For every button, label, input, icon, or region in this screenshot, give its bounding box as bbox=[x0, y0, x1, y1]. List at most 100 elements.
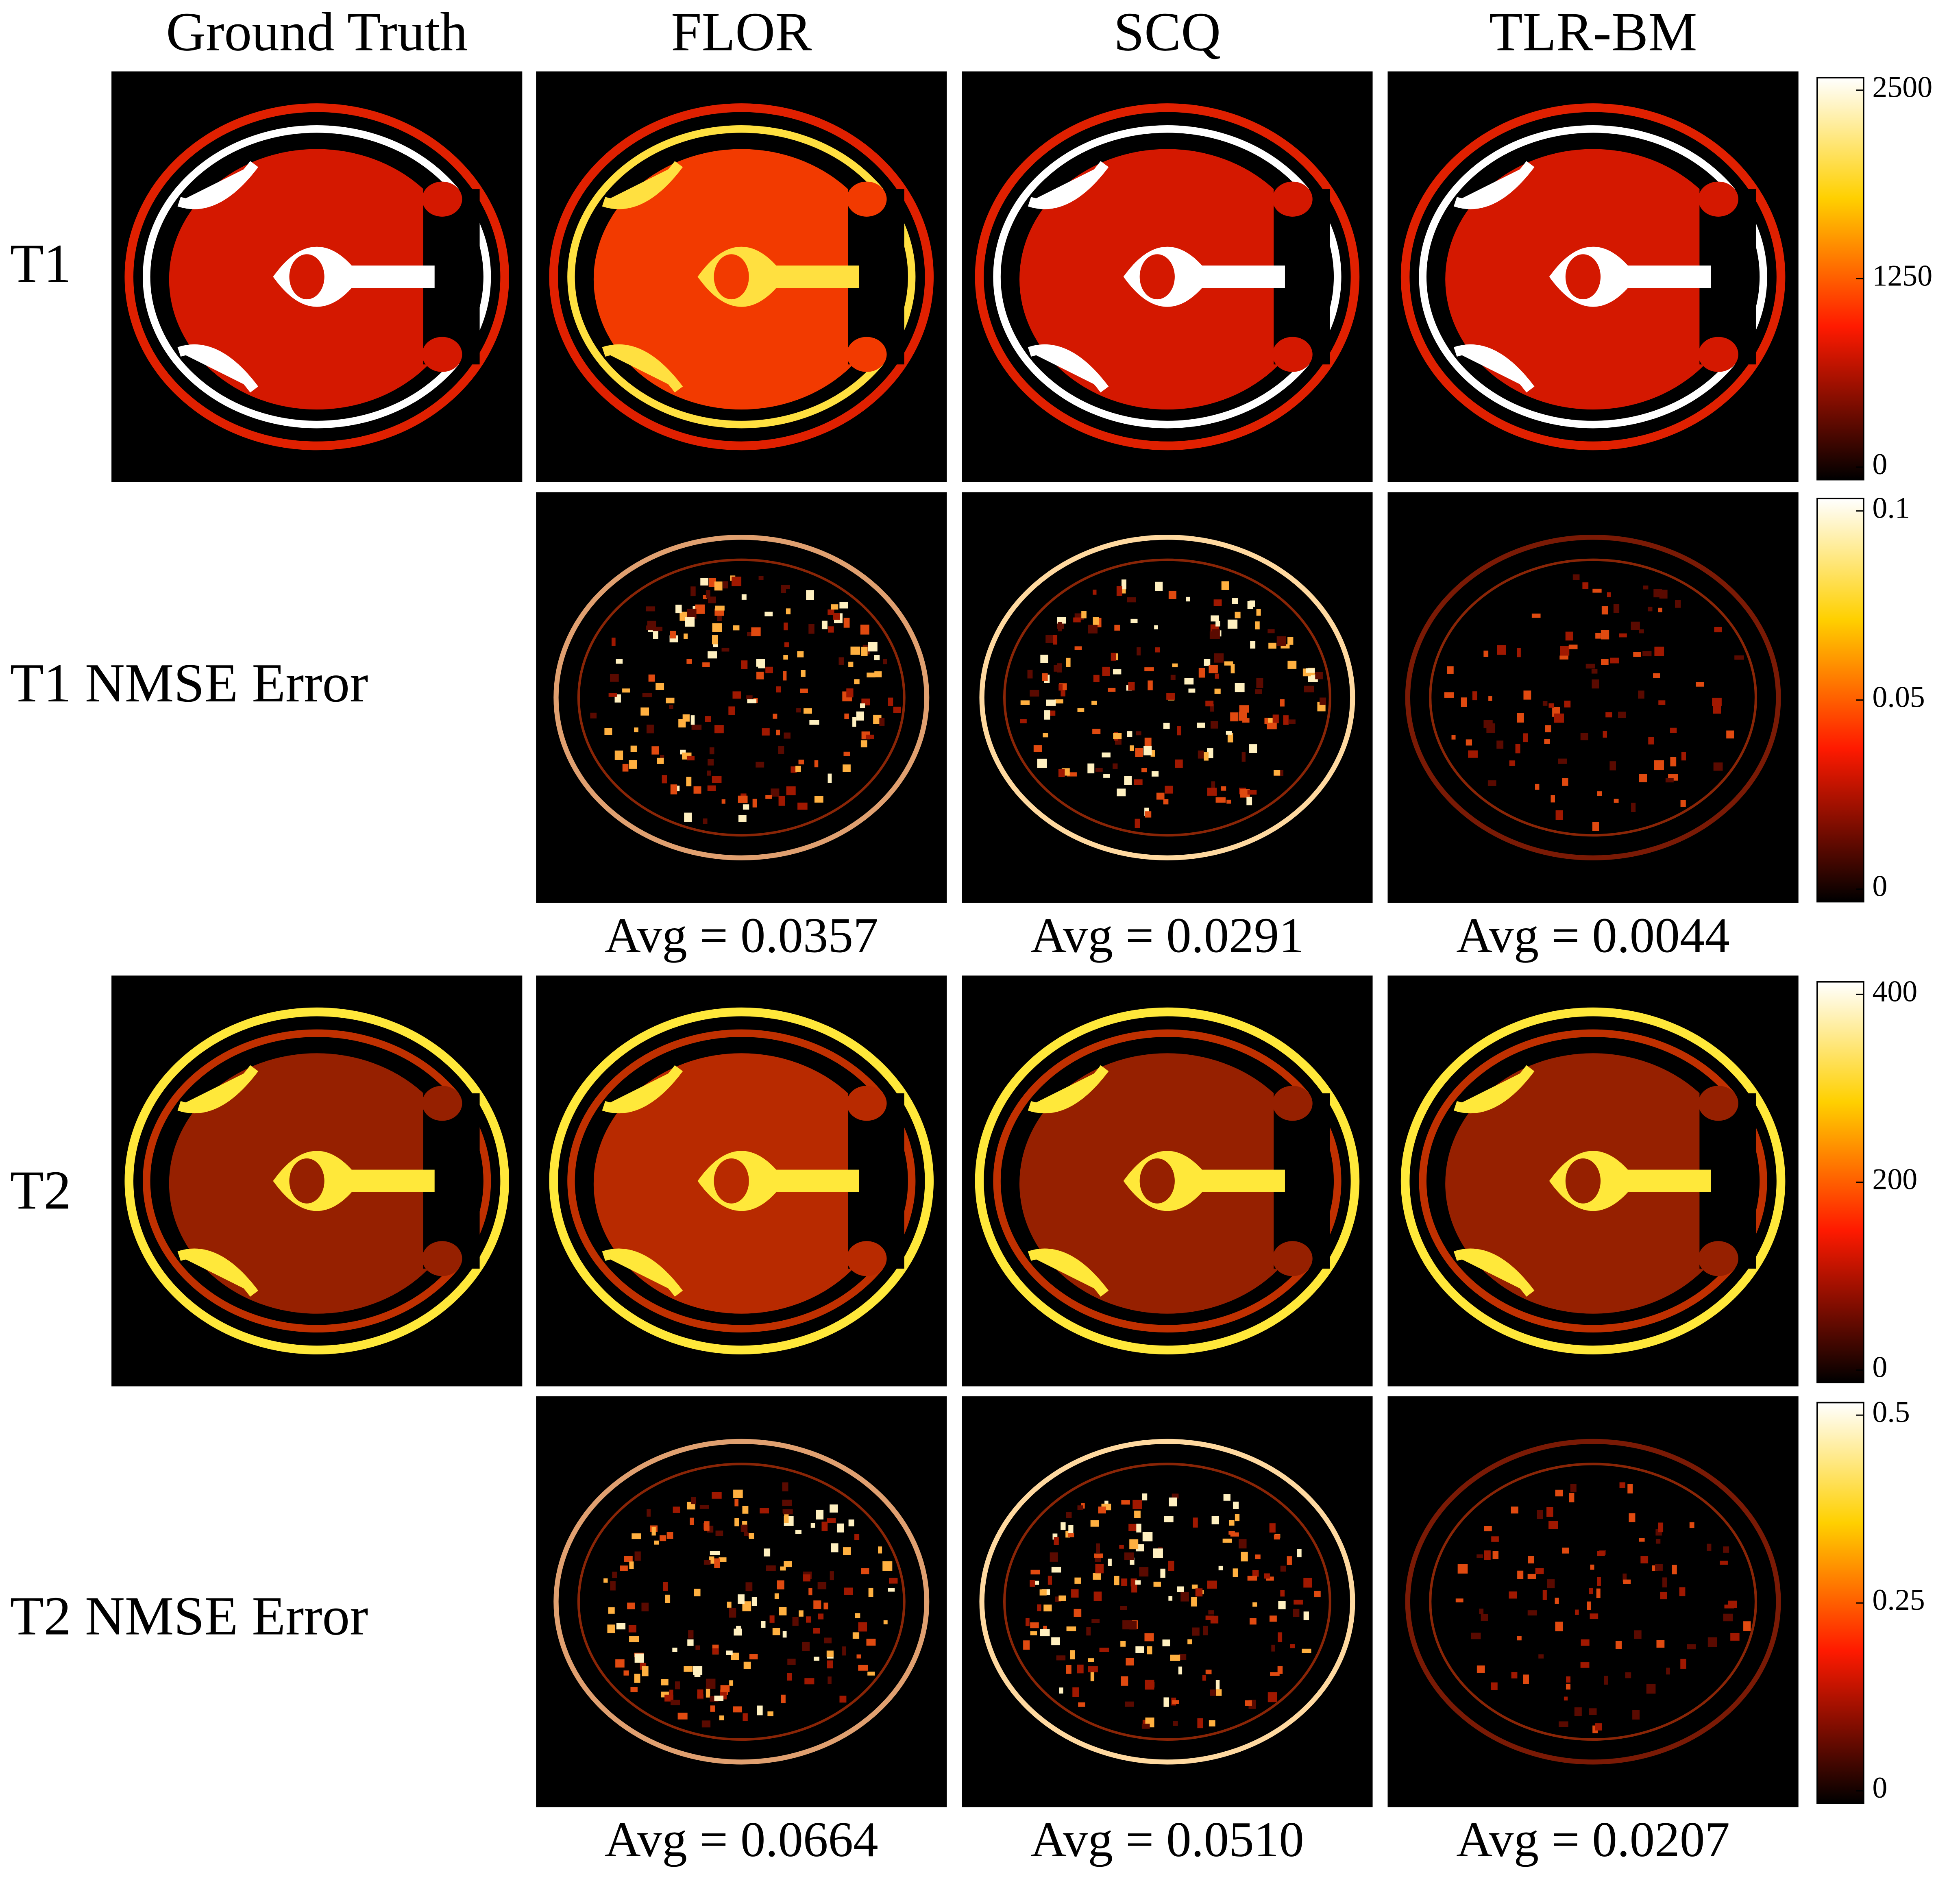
error-speck bbox=[813, 1657, 820, 1661]
eye bbox=[1698, 337, 1738, 372]
error-speck bbox=[738, 815, 747, 822]
error-speck bbox=[684, 634, 688, 639]
error-speck bbox=[784, 623, 788, 631]
error-speck bbox=[860, 703, 865, 708]
error-speck bbox=[830, 1571, 834, 1581]
error-speck bbox=[798, 760, 804, 764]
colorbar-tick-label: 400 bbox=[1872, 974, 1917, 1008]
error-speck bbox=[634, 727, 638, 733]
error-speck bbox=[1658, 700, 1666, 705]
error-speck bbox=[1114, 625, 1120, 631]
error-speck bbox=[888, 697, 893, 706]
error-speck bbox=[1148, 680, 1153, 690]
error-speck bbox=[1129, 1539, 1139, 1550]
error-speck bbox=[778, 796, 785, 806]
error-speck bbox=[776, 729, 780, 736]
eye bbox=[846, 1086, 887, 1121]
error-speck bbox=[1057, 663, 1062, 673]
error-speck bbox=[1170, 675, 1176, 680]
error-speck bbox=[836, 1523, 844, 1533]
error-speck bbox=[1175, 759, 1183, 768]
error-speck bbox=[1457, 1564, 1468, 1574]
error-speck bbox=[1640, 1556, 1649, 1563]
error-speck bbox=[1481, 1614, 1488, 1621]
error-speck bbox=[1491, 1536, 1499, 1542]
error-speck bbox=[662, 775, 667, 784]
error-speck bbox=[1622, 1573, 1627, 1582]
eye bbox=[846, 1241, 887, 1276]
error-speck bbox=[809, 720, 819, 725]
error-speck bbox=[1197, 723, 1205, 728]
error-speck bbox=[1274, 770, 1281, 776]
error-speck bbox=[1205, 701, 1214, 707]
error-speck bbox=[603, 1578, 608, 1583]
error-speck bbox=[1222, 1538, 1232, 1543]
error-speck bbox=[1154, 625, 1158, 629]
error-speck bbox=[808, 1588, 812, 1596]
error-speck bbox=[1264, 718, 1268, 724]
error-speck bbox=[1592, 679, 1599, 689]
error-speck bbox=[1570, 1484, 1577, 1493]
error-speck bbox=[622, 764, 629, 772]
error-speck bbox=[1468, 750, 1478, 758]
error-speck bbox=[787, 1659, 796, 1665]
error-speck bbox=[1114, 1576, 1119, 1585]
error-speck bbox=[1270, 1672, 1280, 1676]
skull bbox=[567, 1029, 916, 1332]
error-speck bbox=[677, 1712, 688, 1720]
error-speck bbox=[743, 804, 749, 810]
error-speck bbox=[792, 1617, 799, 1626]
error-speck bbox=[1134, 1511, 1141, 1518]
error-speck bbox=[1643, 585, 1649, 590]
error-speck bbox=[1274, 1534, 1281, 1540]
error-speck bbox=[1227, 733, 1233, 742]
image-panel bbox=[1387, 975, 1799, 1387]
image-panel bbox=[536, 975, 947, 1387]
error-speck bbox=[844, 713, 849, 719]
error-speck bbox=[1639, 629, 1644, 634]
error-speck bbox=[861, 647, 868, 656]
error-speck bbox=[1221, 581, 1229, 590]
column-header: TLR-BM bbox=[1489, 2, 1697, 63]
error-speck bbox=[1205, 1670, 1212, 1674]
error-speck bbox=[1646, 1683, 1656, 1694]
error-speck bbox=[1088, 1658, 1094, 1662]
error-speck bbox=[1214, 653, 1224, 663]
error-speck bbox=[1193, 1517, 1198, 1528]
error-speck bbox=[1631, 803, 1636, 812]
error-speck bbox=[1269, 1523, 1276, 1533]
error-speck bbox=[660, 755, 664, 760]
error-speck bbox=[1687, 1644, 1696, 1650]
error-speck bbox=[612, 1572, 617, 1578]
error-speck bbox=[1615, 1641, 1622, 1649]
error-speck bbox=[1126, 1658, 1134, 1665]
error-speck bbox=[1680, 1659, 1686, 1669]
error-speck bbox=[1096, 1543, 1100, 1553]
error-speck bbox=[634, 1653, 644, 1663]
colorbar-tick-label: 0 bbox=[1872, 1771, 1887, 1804]
error-speck bbox=[1680, 800, 1686, 807]
error-speck bbox=[1509, 1591, 1517, 1599]
error-speck bbox=[688, 1630, 694, 1639]
error-speck bbox=[1050, 1552, 1058, 1562]
error-speck bbox=[1619, 633, 1627, 638]
error-speck bbox=[1662, 1577, 1667, 1588]
error-speck bbox=[615, 1659, 625, 1668]
error-speck bbox=[1180, 1592, 1189, 1602]
error-speck bbox=[810, 1523, 815, 1528]
error-speck bbox=[1281, 644, 1290, 649]
skull bbox=[1419, 125, 1767, 429]
skull-outline bbox=[1429, 1463, 1757, 1741]
error-speck bbox=[712, 623, 722, 632]
error-speck bbox=[1230, 712, 1239, 722]
error-speck bbox=[690, 715, 695, 725]
error-speck bbox=[680, 749, 686, 755]
error-speck bbox=[1125, 1701, 1134, 1707]
error-speck bbox=[1638, 690, 1644, 699]
error-speck bbox=[1130, 618, 1138, 623]
error-speck bbox=[893, 706, 901, 713]
error-speck bbox=[781, 1694, 786, 1703]
error-speck bbox=[1135, 1646, 1144, 1653]
colorbar-tick-label: 1250 bbox=[1872, 259, 1932, 292]
